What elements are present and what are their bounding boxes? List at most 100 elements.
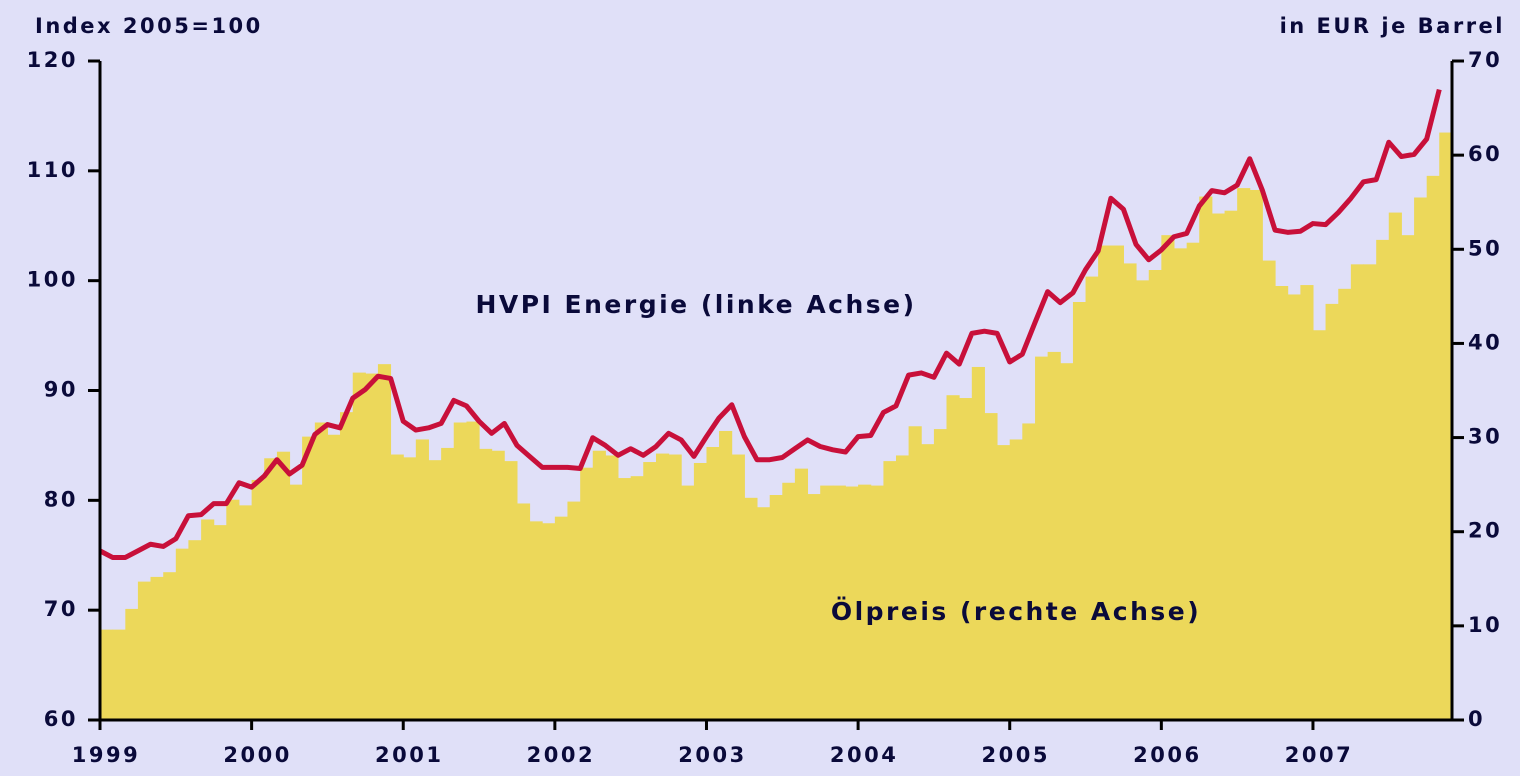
bar (984, 413, 998, 720)
bar (1110, 245, 1124, 720)
bar (668, 454, 682, 720)
bar (756, 507, 771, 720)
bar (794, 468, 809, 720)
bar (933, 429, 948, 720)
bar (1085, 276, 1099, 720)
bar (1414, 197, 1428, 720)
y-tick-label: 110 (27, 158, 78, 182)
bar (377, 364, 392, 720)
bar (302, 436, 316, 720)
bar (150, 576, 164, 720)
bar (529, 521, 543, 720)
y2-tick-label: 30 (1468, 425, 1502, 449)
bar (592, 450, 606, 720)
x-tick-label: 2007 (1285, 743, 1353, 767)
bar (1350, 264, 1365, 720)
bar (314, 422, 328, 720)
annotation: HVPI Energie (linke Achse) (475, 290, 916, 319)
bar (327, 434, 341, 720)
bar (428, 460, 442, 720)
y2-tick-label: 50 (1468, 236, 1502, 260)
bar (516, 503, 531, 720)
y2-tick-label: 10 (1468, 613, 1502, 637)
bar (491, 450, 505, 720)
x-tick-label: 2005 (981, 743, 1049, 767)
bar (1401, 235, 1415, 720)
bar (542, 523, 556, 720)
bar (441, 447, 455, 720)
bar (971, 366, 985, 720)
bar (453, 422, 467, 720)
x-tick-label: 2001 (375, 743, 443, 767)
bar (1275, 286, 1289, 720)
bar (137, 581, 152, 720)
bar (175, 548, 189, 720)
bar (959, 398, 973, 720)
bar (504, 461, 518, 720)
bar (567, 501, 581, 720)
bar (100, 629, 114, 720)
bar (1363, 264, 1377, 720)
bar (1237, 188, 1251, 721)
bar (1186, 242, 1200, 720)
bar (554, 516, 568, 720)
line (98, 88, 1442, 560)
bar (681, 485, 695, 720)
bar (264, 458, 278, 720)
bar (1161, 235, 1175, 720)
bar (896, 455, 910, 720)
bar (201, 519, 215, 720)
bar (731, 454, 745, 720)
y2-tick-label: 20 (1468, 519, 1502, 543)
bar (1173, 248, 1188, 720)
bar (479, 448, 493, 720)
y2-tick-label: 70 (1468, 48, 1502, 72)
bar (1300, 285, 1314, 720)
bar (415, 439, 429, 720)
y-tick-label: 80 (44, 487, 78, 511)
y-tick-label: 60 (44, 707, 78, 731)
y2-tick-label: 0 (1468, 707, 1485, 731)
bar (1249, 189, 1263, 720)
bar (276, 451, 291, 720)
bar (1123, 263, 1137, 720)
bar (125, 608, 139, 720)
bar (1136, 280, 1150, 720)
y-tick-label: 120 (27, 48, 78, 72)
bar (845, 486, 859, 720)
plot-area (98, 88, 1453, 721)
y-tick-label: 70 (44, 597, 78, 621)
bar (213, 525, 227, 720)
bar (403, 457, 417, 720)
bar (340, 412, 354, 720)
bar (365, 373, 379, 720)
bar (655, 453, 670, 720)
bar (1060, 363, 1074, 720)
bar (1388, 212, 1402, 720)
bar (1338, 288, 1352, 720)
bar (693, 462, 708, 720)
x-tick-label: 1999 (72, 743, 140, 767)
bar (1439, 132, 1453, 720)
bar (226, 499, 240, 720)
bar (390, 454, 404, 720)
bar (251, 479, 265, 720)
bar (1098, 245, 1112, 720)
bar (1376, 239, 1390, 720)
bar (112, 629, 126, 720)
bar (239, 505, 253, 720)
x-tick-label: 2004 (830, 743, 898, 767)
x-tick-label: 2002 (527, 743, 595, 767)
bar (908, 426, 922, 720)
bar (870, 485, 884, 720)
bar (719, 430, 733, 720)
y2-axis-title: in EUR je Barrel (1280, 14, 1505, 38)
bar (769, 494, 783, 720)
y2-tick-label: 60 (1468, 142, 1502, 166)
bar (706, 446, 720, 720)
bar (1035, 356, 1049, 720)
bar (163, 572, 177, 720)
bar (1211, 213, 1225, 721)
